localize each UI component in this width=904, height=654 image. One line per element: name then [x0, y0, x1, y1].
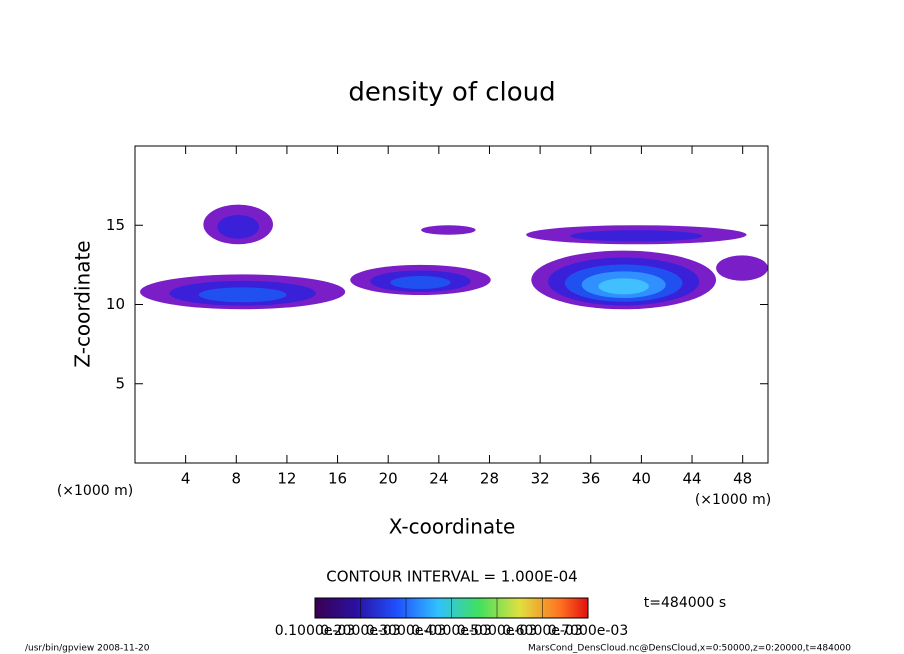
time-label: t=484000 s	[644, 595, 726, 611]
x-tick-label: 32	[531, 470, 550, 488]
y-tick-label: 10	[106, 295, 125, 313]
cloud-region	[526, 225, 747, 245]
y-tick-label: 5	[115, 374, 125, 392]
x-tick-label: 16	[328, 470, 347, 488]
colorbar-tick-label: 0.1000e-03	[275, 623, 355, 639]
footer-left: /usr/bin/gpview 2008-11-20	[25, 644, 150, 654]
chart-title: density of cloud	[348, 78, 555, 108]
contour-fill	[198, 287, 287, 303]
y-tick-label: 15	[106, 216, 125, 234]
contour-fill	[390, 276, 451, 289]
x-unit: (×1000 m)	[695, 492, 771, 508]
contour-fill	[421, 225, 476, 235]
footer-right: MarsCond_DensCloud.nc@DensCloud,x=0:5000…	[528, 644, 851, 654]
cloud-region	[140, 274, 346, 310]
x-tick-label: 40	[632, 470, 651, 488]
colorbar-tick-label: 0.6000e-03	[502, 623, 582, 639]
x-tick-label: 12	[277, 470, 296, 488]
contour-fill	[570, 230, 703, 242]
contour-fill	[217, 214, 260, 239]
cloud-region	[716, 255, 768, 281]
x-tick-label: 8	[232, 470, 242, 488]
y-axis-label: Z-coordinate	[71, 240, 95, 367]
colorbar-tick-label: 0.3000e-03	[366, 623, 446, 639]
x-axis-label: X-coordinate	[389, 515, 516, 539]
cloud-region	[421, 225, 476, 235]
x-tick-label: 24	[429, 470, 448, 488]
x-tick-label: 20	[379, 470, 398, 488]
contour-fill	[716, 255, 768, 281]
colorbar-tick-label: 0.5000e-03	[457, 623, 537, 639]
x-tick-label: 28	[480, 470, 499, 488]
x-tick-label: 48	[733, 470, 752, 488]
cloud-region	[350, 264, 491, 295]
contour-fill	[598, 278, 649, 295]
colorbar-tick-label: 0.2000e-03	[320, 623, 400, 639]
x-tick-label: 36	[581, 470, 600, 488]
colorbar-tick-label: 0.4000e-03	[411, 623, 491, 639]
x-tick-label: 44	[682, 470, 701, 488]
x-tick-label: 4	[181, 470, 191, 488]
colorbar-tick-label: 0.7000e-03	[548, 623, 628, 639]
cloud-region	[203, 204, 273, 245]
cloud-region	[531, 250, 717, 310]
y-unit: (×1000 m)	[57, 483, 133, 499]
contour-interval: CONTOUR INTERVAL = 1.000E-04	[326, 568, 577, 586]
